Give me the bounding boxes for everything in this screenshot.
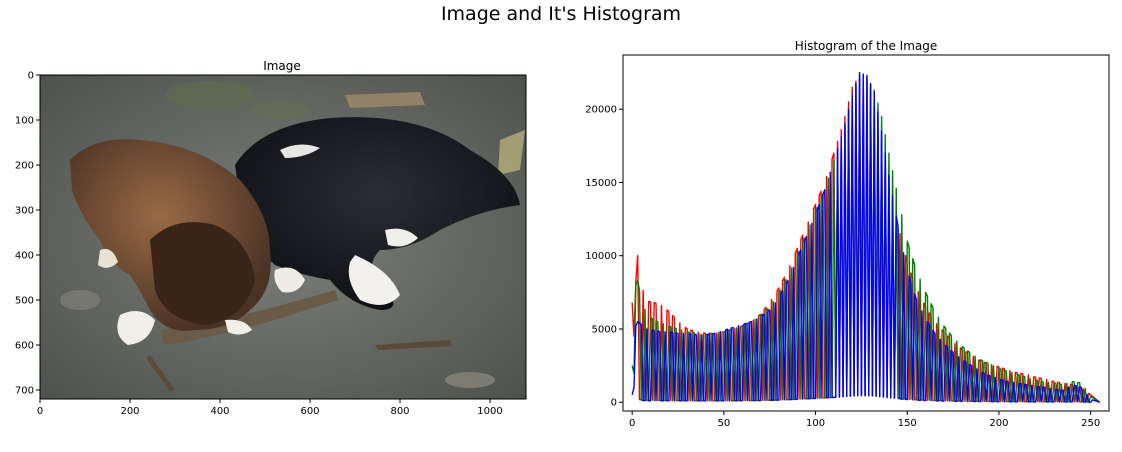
histogram-series-line-2 [631,71,1101,403]
image-xtick-label: 0 [37,406,43,417]
image-ytick-label: 400 [15,251,34,262]
histogram-xtick-label: 250 [1081,418,1100,429]
image-ytick-label: 0 [28,71,34,82]
histogram-ytick-label: 5000 [592,324,617,335]
image-ytick-label: 600 [15,341,34,352]
image-ytick-label: 100 [15,116,34,127]
image-ytick-label: 500 [15,296,34,307]
image-axis-ticks: 0 200 400 600 800 1000 0 100 200 300 400 500 600 700 [15,71,503,418]
histogram-ytick-label: 15000 [585,178,617,189]
image-ytick-label: 700 [15,386,34,397]
image-subplot: Image [15,59,527,418]
histogram-axis-ticks: 0 50 100 150 200 250 0 5000 10000 15000 20000 [585,105,1100,429]
histogram-series [631,71,1101,403]
figure-suptitle: Image and It's Histogram [440,3,682,25]
puppies-photo [40,75,526,399]
histogram-xtick-label: 150 [898,418,917,429]
histogram-xtick-label: 200 [989,418,1008,429]
histogram-subplot: Histogram of the Image 0 50 100 150 200 250 0 5… [585,39,1110,429]
histogram-xtick-label: 50 [718,418,731,429]
image-ytick-label: 300 [15,206,34,217]
image-xtick-label: 600 [300,406,319,417]
image-title: Image [263,59,301,73]
histogram-xtick-label: 0 [629,418,635,429]
histogram-title: Histogram of the Image [795,39,938,53]
image-xtick-label: 400 [210,406,229,417]
image-xtick-label: 200 [120,406,139,417]
image-ytick-label: 200 [15,161,34,172]
histogram-ytick-label: 20000 [585,105,617,116]
histogram-ytick-label: 10000 [585,251,617,262]
histogram-xtick-label: 100 [806,418,825,429]
image-xtick-label: 1000 [477,406,502,417]
histogram-ytick-label: 0 [611,398,617,409]
image-xtick-label: 800 [390,406,409,417]
